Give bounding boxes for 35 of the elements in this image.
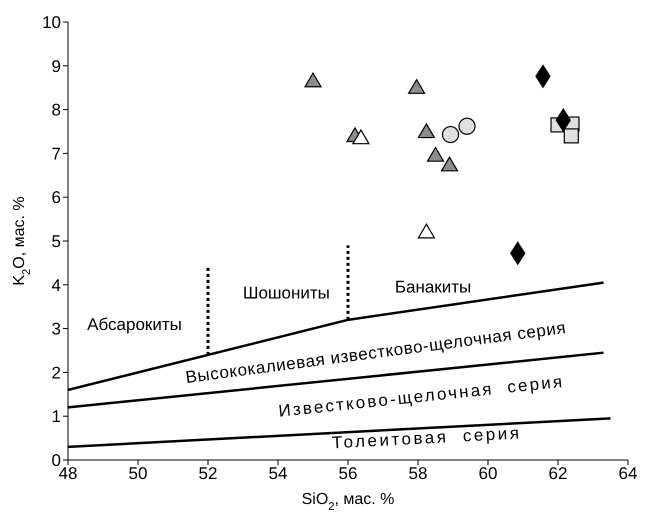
point (442, 126, 460, 144)
point (418, 123, 435, 138)
annotation: Абсарокиты (87, 315, 182, 334)
x-tick-label: 62 (548, 464, 568, 484)
x-tick-label: 60 (478, 464, 498, 484)
y-tick-label: 0 (52, 451, 61, 470)
x-tick-label: 54 (268, 464, 288, 484)
y-tick-label: 7 (52, 144, 61, 164)
x-tick-label: 52 (198, 464, 218, 484)
annotation: Банакиты (394, 278, 472, 297)
y-tick-label: 5 (52, 232, 61, 252)
x-tick-label: 48 (58, 464, 78, 484)
x-tick-label: 64 (618, 464, 638, 484)
x-axis-title: SiO$_{2}$, мас. % (302, 491, 394, 513)
point (440, 156, 458, 172)
x-tick-label: 58 (408, 464, 428, 484)
y-tick-label: 2 (52, 363, 61, 382)
point (408, 79, 426, 94)
point (564, 128, 579, 144)
point (352, 129, 370, 144)
annotation: Шошониты (242, 284, 330, 303)
annotation: Толеитовая серия (332, 424, 522, 453)
y-tick-label: 9 (52, 56, 61, 76)
point (426, 146, 444, 162)
y-tick-label: 8 (52, 100, 61, 120)
y-tick-label: 10 (42, 13, 61, 32)
point (304, 72, 322, 88)
y-tick-label: 3 (52, 320, 61, 339)
point (418, 224, 435, 238)
y-tick-label: 1 (52, 407, 61, 426)
x-tick-label: 50 (128, 464, 148, 484)
x-tick-label: 56 (338, 464, 358, 484)
y-tick-label: 6 (52, 188, 61, 208)
y-tick-label: 4 (52, 276, 61, 295)
point (458, 118, 476, 135)
